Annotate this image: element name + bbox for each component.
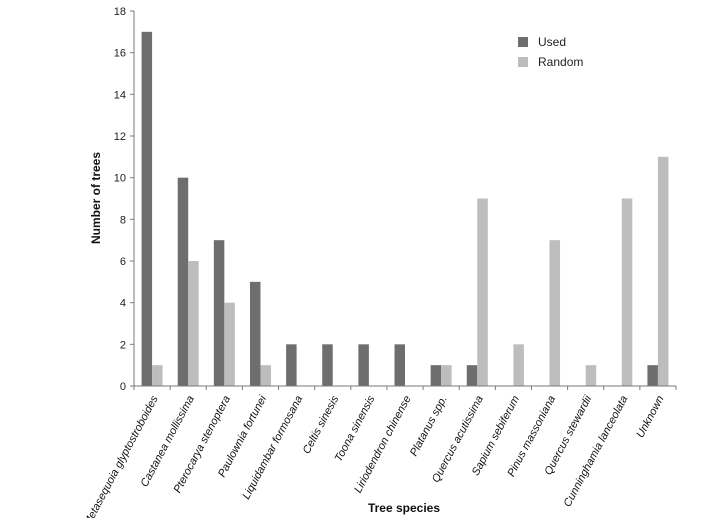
bar-used-7 — [394, 344, 405, 386]
bar-used-4 — [286, 344, 297, 386]
y-tick-label: 8 — [120, 214, 126, 226]
bar-used-5 — [322, 344, 333, 386]
y-tick-label: 6 — [120, 256, 126, 268]
bar-used-0 — [141, 31, 153, 387]
bar-used-9 — [466, 365, 478, 386]
y-ticks-group: 0 2 4 6 8 10 12 14 16 18 — [114, 6, 134, 393]
bar-random-14 — [657, 156, 669, 386]
bars-group — [141, 31, 669, 387]
bar-random-11 — [549, 240, 561, 386]
y-tick-label: 18 — [114, 6, 126, 18]
x-axis-title: Tree species — [368, 501, 440, 515]
bar-random-8 — [441, 365, 452, 386]
bar-random-9 — [477, 198, 488, 386]
bar-used-3 — [249, 281, 261, 386]
bar-random-3 — [260, 365, 271, 386]
bar-random-10 — [513, 344, 524, 386]
y-tick-label: 0 — [120, 381, 126, 393]
y-tick-label: 16 — [114, 48, 126, 60]
x-category-label: Platanus spp. — [408, 394, 450, 458]
y-axis-title: Number of trees — [89, 152, 103, 244]
y-tick-label: 12 — [114, 131, 126, 143]
legend-label-random: Random — [538, 55, 583, 69]
bar-random-2 — [224, 302, 235, 386]
y-tick-label: 14 — [114, 89, 126, 101]
legend-swatch-used — [518, 37, 528, 47]
bar-used-2 — [213, 240, 225, 386]
y-tick-label: 4 — [120, 298, 126, 310]
bar-used-14 — [647, 365, 658, 386]
bar-random-0 — [152, 365, 163, 386]
bar-used-1 — [177, 177, 189, 386]
bar-used-6 — [358, 344, 369, 386]
bar-random-1 — [188, 261, 199, 386]
bar-used-8 — [430, 365, 442, 386]
bar-random-13 — [621, 198, 633, 386]
x-category-label: Metasequoia glyptostroboides — [82, 393, 161, 518]
x-category-label: Unknown — [634, 394, 666, 440]
bar-random-12 — [585, 365, 597, 386]
x-category-label: Cunninghamia lanceolata — [562, 394, 631, 509]
legend: Used Random — [518, 35, 583, 69]
x-category-label: Celtis sinesis — [301, 393, 342, 456]
legend-swatch-random — [518, 57, 528, 67]
y-tick-label: 10 — [114, 173, 126, 185]
y-tick-label: 2 — [120, 339, 126, 351]
axes-group — [133, 11, 677, 390]
legend-label-used: Used — [538, 35, 566, 49]
